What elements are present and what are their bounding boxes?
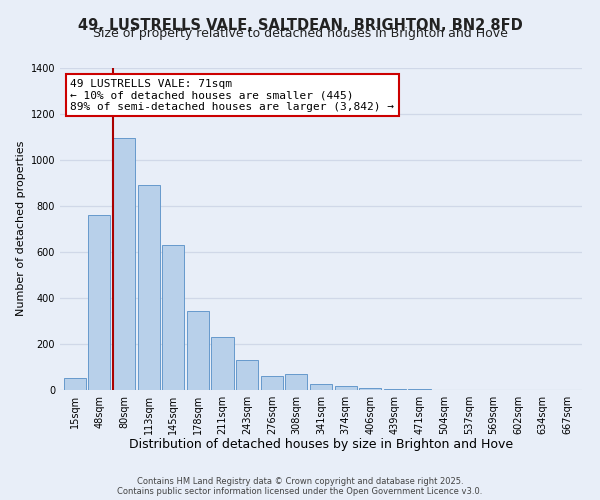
Bar: [187, 310, 209, 390]
Bar: [285, 374, 307, 390]
Bar: [335, 386, 357, 390]
Text: Contains HM Land Registry data © Crown copyright and database right 2025.
Contai: Contains HM Land Registry data © Crown c…: [118, 476, 482, 496]
X-axis label: Distribution of detached houses by size in Brighton and Hove: Distribution of detached houses by size …: [129, 438, 513, 452]
Text: 49, LUSTRELLS VALE, SALTDEAN, BRIGHTON, BN2 8FD: 49, LUSTRELLS VALE, SALTDEAN, BRIGHTON, …: [77, 18, 523, 32]
Bar: [137, 185, 160, 390]
Bar: [236, 360, 258, 390]
Bar: [260, 376, 283, 390]
Bar: [310, 384, 332, 390]
Bar: [162, 245, 184, 390]
Bar: [211, 336, 233, 390]
Bar: [64, 378, 86, 390]
Text: Size of property relative to detached houses in Brighton and Hove: Size of property relative to detached ho…: [92, 28, 508, 40]
Bar: [88, 215, 110, 390]
Text: 49 LUSTRELLS VALE: 71sqm
← 10% of detached houses are smaller (445)
89% of semi-: 49 LUSTRELLS VALE: 71sqm ← 10% of detach…: [70, 79, 394, 112]
Bar: [359, 388, 382, 390]
Y-axis label: Number of detached properties: Number of detached properties: [16, 141, 26, 316]
Bar: [113, 138, 135, 390]
Bar: [384, 389, 406, 390]
